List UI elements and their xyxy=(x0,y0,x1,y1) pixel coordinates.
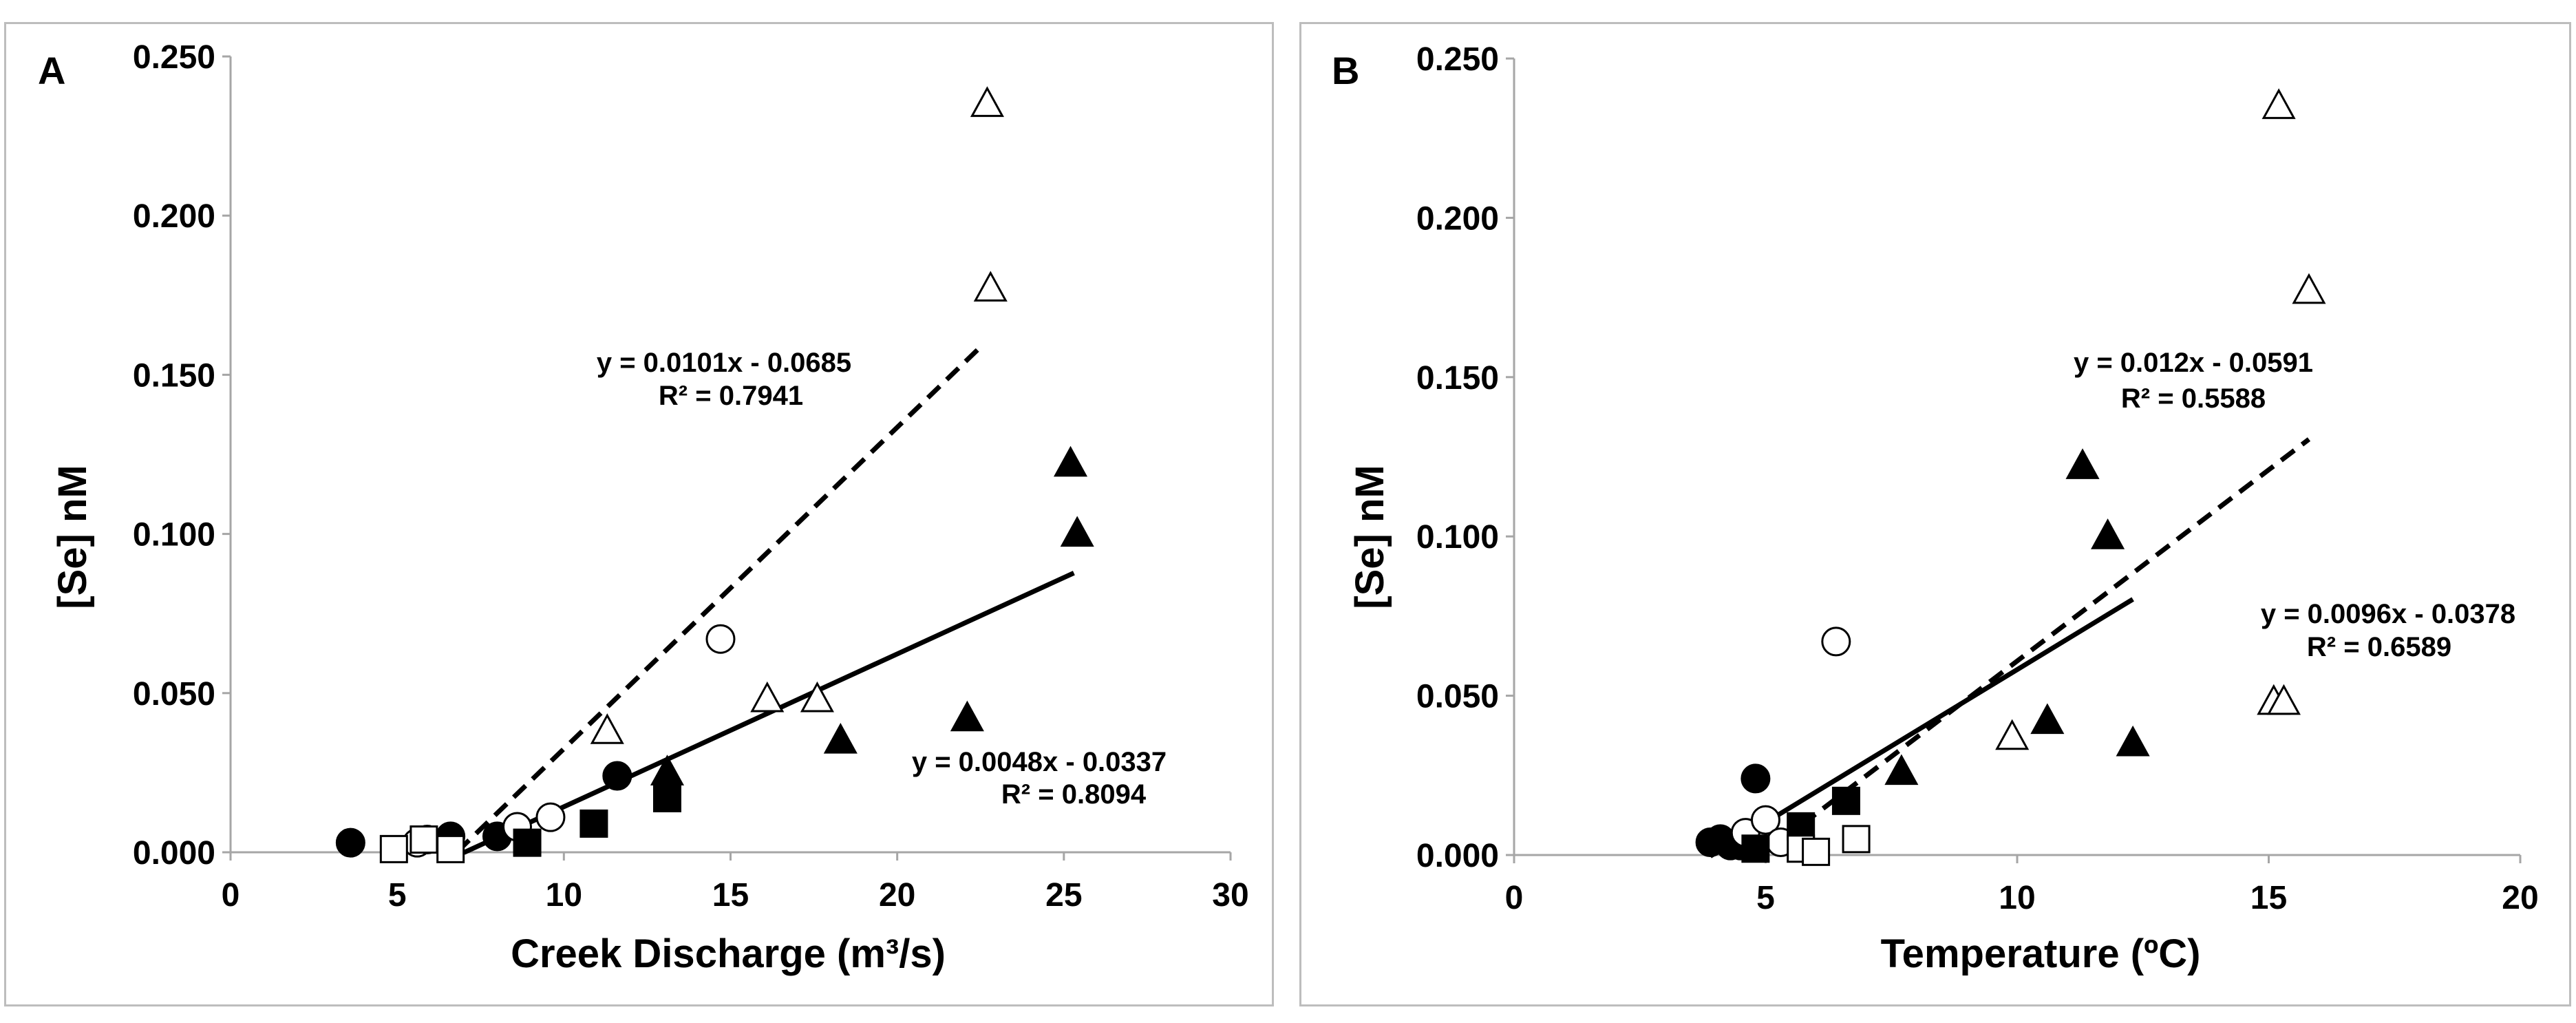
panel-b-x-tick-label: 10 xyxy=(1999,880,2035,916)
panel-b-dashed-trendline xyxy=(1759,437,2311,858)
panel-b-filled-circle-marker xyxy=(1741,763,1771,794)
panel-b-x-axis-title: Temperature (ºC) xyxy=(1881,931,2201,976)
panel-b-filled-triangle-marker xyxy=(2030,703,2065,735)
panel-a-y-axis-title: [Se] nM xyxy=(50,465,95,609)
panel-a-solid-trendline xyxy=(462,571,1075,855)
panel-a-y-tick-label: 0.100 xyxy=(133,517,215,553)
panel-a-x-tick-label: 25 xyxy=(1045,877,1082,914)
panel-a-x-tick-label: 20 xyxy=(879,877,915,914)
panel-b-y-axis-title: [Se] nM xyxy=(1348,465,1392,609)
panel-a-solid-trend-equation: y = 0.0048x - 0.0337 xyxy=(912,747,1167,777)
panel-b-y-tick-label: 0.000 xyxy=(1416,838,1499,874)
panel-b-x-tick-label: 0 xyxy=(1505,880,1524,916)
panel-a-open-triangle-marker xyxy=(590,713,624,744)
panel-b-x-tick-label: 5 xyxy=(1756,880,1775,916)
panel-a-y-tick-label: 0.200 xyxy=(133,198,215,235)
chart-panel-b xyxy=(1299,22,2571,1006)
panel-b-y-tick-label: 0.100 xyxy=(1416,519,1499,556)
panel-a-open-circle-marker xyxy=(535,802,566,832)
panel-a-y-tick-label: 0.150 xyxy=(133,357,215,394)
panel-b-open-square-marker xyxy=(1802,837,1831,866)
panel-a-x-axis-title: Creek Discharge (m³/s) xyxy=(511,931,946,976)
panel-b-open-circle-marker xyxy=(1751,805,1780,835)
panel-b-filled-triangle-marker xyxy=(1884,754,1919,785)
panel-b-dashed-trend-r2: R² = 0.5588 xyxy=(2121,383,2266,414)
panel-a-open-square-marker xyxy=(436,834,465,863)
panel-b-filled-square-marker xyxy=(1741,834,1770,863)
panel-b-filled-triangle-marker xyxy=(2065,448,2100,479)
panel-b-y-tick-label: 0.050 xyxy=(1416,679,1499,715)
panel-b-open-triangle-marker xyxy=(2261,88,2296,119)
panel-a-open-square-marker xyxy=(409,825,438,854)
panel-b-solid-trendline xyxy=(1709,597,2134,858)
panel-a-open-triangle-marker xyxy=(970,86,1004,117)
panel-b-x-tick-label: 20 xyxy=(2502,880,2538,916)
panel-a-filled-square-marker xyxy=(513,828,542,857)
panel-b-y-tick-label: 0.200 xyxy=(1416,200,1499,237)
panel-a-y-tick-label: 0.000 xyxy=(133,835,215,872)
panel-a-filled-triangle-marker xyxy=(823,723,858,754)
panel-a-dashed-trendline xyxy=(455,341,986,854)
panel-a-y-tick-label: 0.250 xyxy=(133,39,215,76)
panel-b-filled-triangle-marker xyxy=(2116,725,2150,757)
panel-a-x-tick-label: 30 xyxy=(1212,877,1248,914)
chart-panel-a xyxy=(4,22,1274,1006)
panel-a-filled-square-marker xyxy=(579,809,608,838)
panel-a-filled-triangle-marker xyxy=(950,700,984,732)
panel-a-filled-circle-marker xyxy=(602,761,632,791)
panel-a-dashed-trend-equation: y = 0.0101x - 0.0685 xyxy=(597,348,851,378)
panel-a-x-tick-label: 0 xyxy=(222,877,240,914)
panel-a-x-tick-label: 15 xyxy=(712,877,749,914)
panel-b-x-tick-label: 15 xyxy=(2250,880,2287,916)
panel-a-x-tick-label: 5 xyxy=(388,877,407,914)
panel-a-open-circle-marker xyxy=(705,624,736,654)
panel-b-open-square-marker xyxy=(1842,825,1871,854)
panel-b-solid-trend-r2: R² = 0.6589 xyxy=(2307,632,2451,662)
panel-b-solid-trend-equation: y = 0.0096x - 0.0378 xyxy=(2261,599,2515,629)
panel-a-filled-circle-marker xyxy=(335,827,365,858)
panel-b-filled-square-marker xyxy=(1831,786,1860,815)
panel-b-y-tick-label: 0.250 xyxy=(1416,41,1499,78)
panel-a-open-square-marker xyxy=(379,834,408,863)
panel-a-x-tick-label: 10 xyxy=(546,877,582,914)
panel-a-open-triangle-marker xyxy=(750,681,785,713)
panel-a-letter: A xyxy=(38,49,65,92)
panel-a-filled-triangle-marker xyxy=(1053,445,1088,477)
panel-b-letter: B xyxy=(1332,49,1359,92)
panel-a-y-tick-label: 0.050 xyxy=(133,676,215,713)
panel-b-open-triangle-marker xyxy=(1995,719,2030,750)
panel-b-dashed-trend-equation: y = 0.012x - 0.0591 xyxy=(2074,348,2313,378)
panel-a-filled-triangle-marker xyxy=(650,755,685,785)
panel-b-y-tick-label: 0.150 xyxy=(1416,360,1499,397)
panel-b-filled-triangle-marker xyxy=(2091,518,2125,549)
panel-a-dashed-trend-r2: R² = 0.7941 xyxy=(659,381,803,411)
panel-a-filled-square-marker xyxy=(652,783,681,812)
panel-b-open-triangle-marker xyxy=(2266,684,2301,715)
panel-a-solid-trend-r2: R² = 0.8094 xyxy=(1001,779,1147,810)
panel-a-open-triangle-marker xyxy=(973,271,1008,302)
panel-b-open-triangle-marker xyxy=(2292,273,2326,304)
panel-a-filled-triangle-marker xyxy=(1060,516,1094,547)
panel-a-open-triangle-marker xyxy=(800,681,834,713)
panel-b-open-circle-marker xyxy=(1821,626,1851,657)
